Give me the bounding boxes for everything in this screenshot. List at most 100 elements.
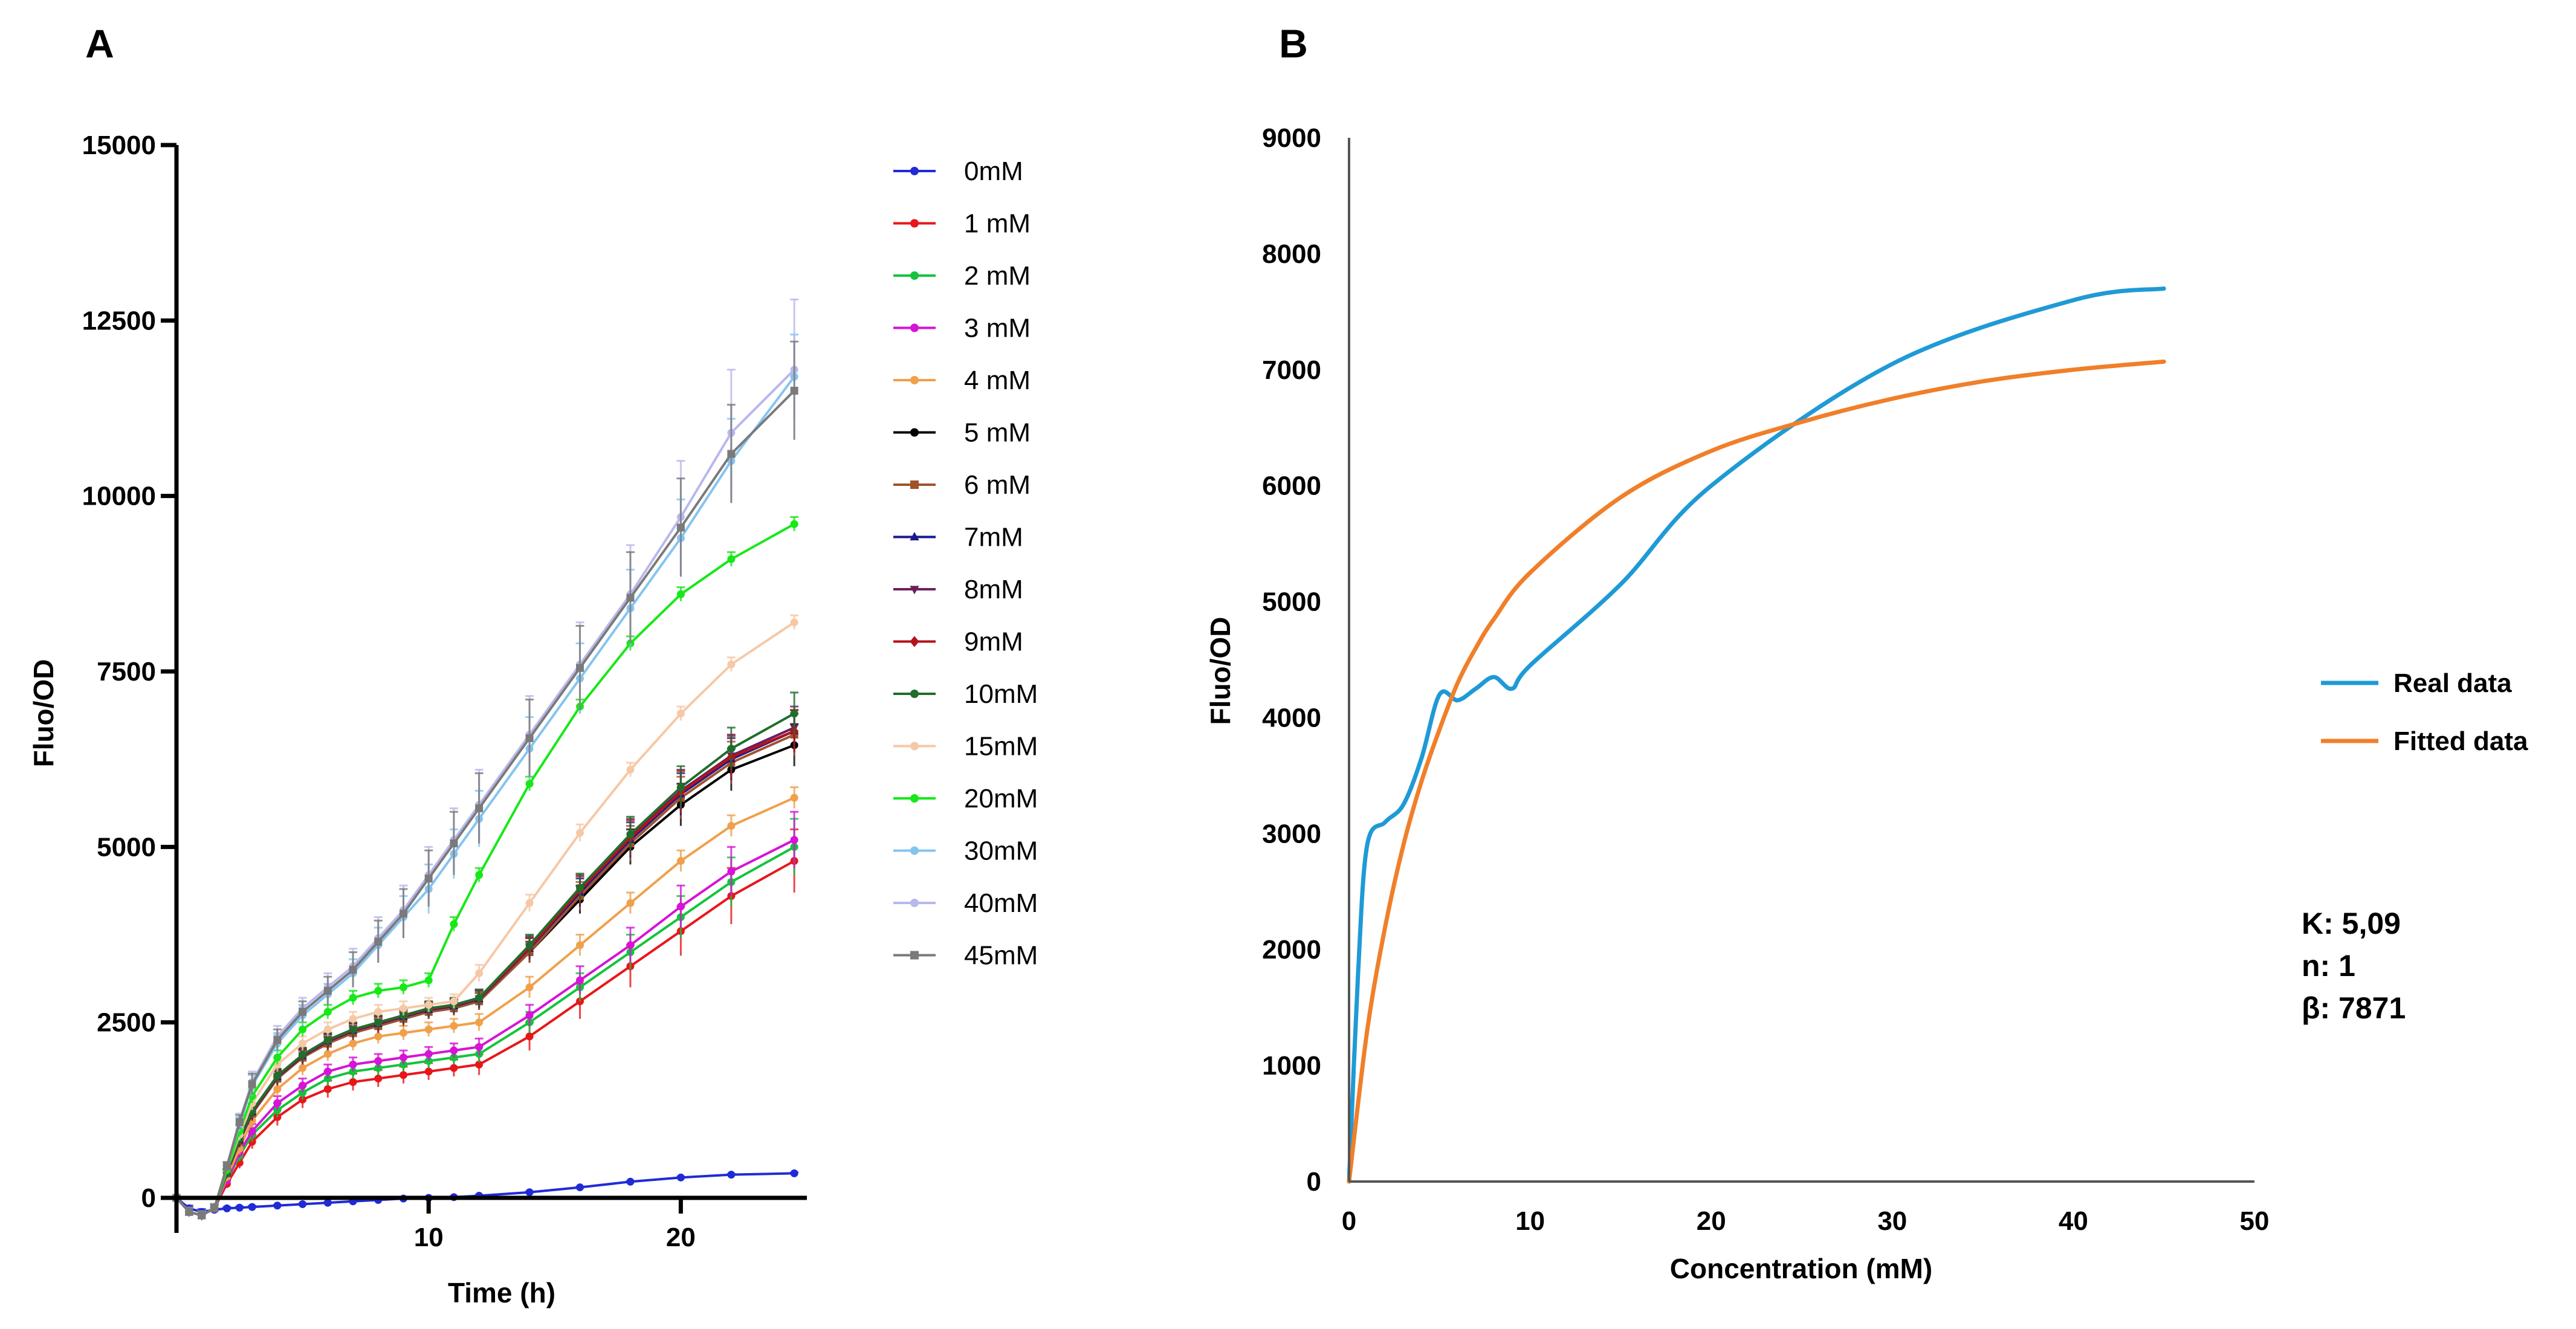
chart-a-legend-swatch-marker xyxy=(910,376,919,384)
chart-b-y-tick-label: 1000 xyxy=(1262,1051,1321,1081)
chart-b-y-ticks: 0 1000 2000 3000 4000 5000 6000 7000 8000 9000 xyxy=(1262,123,1321,1197)
chart-a-point xyxy=(235,1203,244,1212)
chart-b-legend-label: Real data xyxy=(2393,668,2512,698)
chart-a-line-2mm xyxy=(175,846,795,1217)
chart-a-legend-swatch-marker xyxy=(910,899,919,907)
chart-a-legend-swatch-marker xyxy=(910,219,919,228)
chart-a-point xyxy=(626,941,635,949)
chart-a-legend-item: 5 mM xyxy=(893,418,1031,448)
chart-a-legend-swatch-marker xyxy=(910,271,919,280)
chart-a-point xyxy=(323,1025,332,1033)
chart-a-point xyxy=(299,1081,307,1090)
chart-a-legend-item: 4 mM xyxy=(893,366,1031,395)
chart-a-legend: 0mM 1 mM 2 mM 3 mM 4 mM 5 mM 6 mM 7mM 8mM 9mM 10mM… xyxy=(893,157,1038,971)
chart-a-y-tick-label: 12500 xyxy=(82,306,156,335)
chart-a-legend-item: 7mM xyxy=(893,523,1023,552)
chart-a-point xyxy=(475,994,484,1002)
chart-a-point xyxy=(450,839,458,848)
chart-a-legend-label: 6 mM xyxy=(964,470,1031,500)
chart-a-legend-swatch-marker xyxy=(910,794,919,803)
chart-a-legend-item: 8mM xyxy=(893,575,1023,604)
chart-a-legend-label: 15mM xyxy=(964,732,1038,762)
chart-a-point xyxy=(323,1050,332,1058)
chart-a-point xyxy=(248,1127,256,1136)
chart-a-point xyxy=(475,1060,484,1069)
chart-a-point xyxy=(374,1057,383,1065)
chart-a-legend-label: 30mM xyxy=(964,836,1038,866)
chart-a-point xyxy=(424,875,433,883)
chart-a-line-45mm xyxy=(175,390,795,1217)
chart-a-point xyxy=(727,821,736,830)
chart-a-legend-label: 20mM xyxy=(964,784,1038,813)
chart-a-point xyxy=(323,1198,332,1207)
chart-a-point xyxy=(525,780,534,788)
chart-a-legend-label: 45mM xyxy=(964,941,1038,971)
chart-a-point xyxy=(525,734,534,742)
chart-a-point xyxy=(676,857,685,865)
chart-a-point xyxy=(727,660,736,668)
chart-b-y-tick-label: 4000 xyxy=(1262,703,1321,732)
chart-b-x-tick-label: 30 xyxy=(1877,1206,1907,1236)
chart-a-point xyxy=(576,829,584,837)
chart-b-x-tick-label: 0 xyxy=(1342,1206,1356,1236)
chart-a-point xyxy=(349,1060,357,1069)
chart-a-x-tick-label: 10 xyxy=(414,1223,444,1252)
chart-b-y-tick-label: 6000 xyxy=(1262,471,1321,501)
chart-a-point xyxy=(676,783,685,792)
chart-b-x-tick-label: 20 xyxy=(1697,1206,1726,1236)
chart-b-y-tick-label: 9000 xyxy=(1262,123,1321,153)
chart-a-point xyxy=(424,1067,433,1076)
chart-a-legend-label: 1 mM xyxy=(964,209,1031,239)
chart-a-point xyxy=(727,555,736,563)
chart-a-y-tick-label: 2500 xyxy=(97,1008,156,1038)
chart-a-point xyxy=(450,1021,458,1030)
chart-a-line-9mm xyxy=(175,729,795,1217)
chart-a-legend-item: 10mM xyxy=(893,679,1038,709)
chart-a-point xyxy=(576,884,584,892)
chart-a-point xyxy=(349,1025,357,1033)
chart-a-point xyxy=(626,1177,635,1186)
chart-a-y-axis-title: Fluo/OD xyxy=(28,659,59,768)
chart-a-point xyxy=(399,983,407,992)
chart-a-point xyxy=(790,386,798,395)
chart-a-point xyxy=(323,1007,332,1016)
chart-a-point xyxy=(235,1118,244,1127)
chart-a-point xyxy=(676,523,685,532)
chart-a-point xyxy=(525,941,534,949)
chart-a-point xyxy=(450,997,458,1006)
chart-a-point xyxy=(525,1188,534,1197)
chart-a-point xyxy=(299,1007,307,1016)
chart-a-legend-item: 2 mM xyxy=(893,261,1031,291)
chart-a-point xyxy=(576,976,584,985)
chart-a-legend-label: 3 mM xyxy=(964,314,1031,343)
chart-b-line-fitted-data xyxy=(1347,359,2166,1184)
chart-a-line-4mm xyxy=(175,797,795,1217)
chart-a-point xyxy=(626,766,635,774)
chart-a-line-3mm xyxy=(175,838,795,1217)
chart-a-legend-label: 10mM xyxy=(964,679,1038,709)
chart-a-legend-item: 45mM xyxy=(893,941,1038,971)
chart-a: 0 2500 5000 7500 10000 12500 15000 10 20 Time (… xyxy=(28,131,1038,1308)
chart-a-point xyxy=(626,593,635,602)
chart-a-series-group xyxy=(172,810,799,1220)
chart-a-point xyxy=(475,871,484,879)
chart-a-point xyxy=(222,1162,231,1171)
chart-b-series xyxy=(1347,286,2166,1184)
chart-b-y-tick-label: 2000 xyxy=(1262,935,1321,965)
chart-a-point xyxy=(273,1036,282,1044)
chart-b-y-tick-label: 8000 xyxy=(1262,239,1321,269)
chart-a-point xyxy=(676,590,685,598)
chart-a-y-tick-label: 10000 xyxy=(82,482,156,511)
chart-a-legend-swatch-marker xyxy=(910,690,919,698)
chart-a-point xyxy=(273,1072,282,1080)
panel-a-letter: A xyxy=(85,21,114,66)
chart-a-y-tick-label: 0 xyxy=(141,1183,156,1213)
chart-a-point xyxy=(198,1211,206,1220)
chart-b-x-axis-title: Concentration (mM) xyxy=(1670,1253,1932,1284)
chart-a-point xyxy=(790,618,798,627)
chart-b-y-tick-label: 5000 xyxy=(1262,587,1321,617)
chart-a-point xyxy=(525,1011,534,1020)
chart-a-point xyxy=(727,745,736,753)
chart-a-point xyxy=(424,1025,433,1033)
